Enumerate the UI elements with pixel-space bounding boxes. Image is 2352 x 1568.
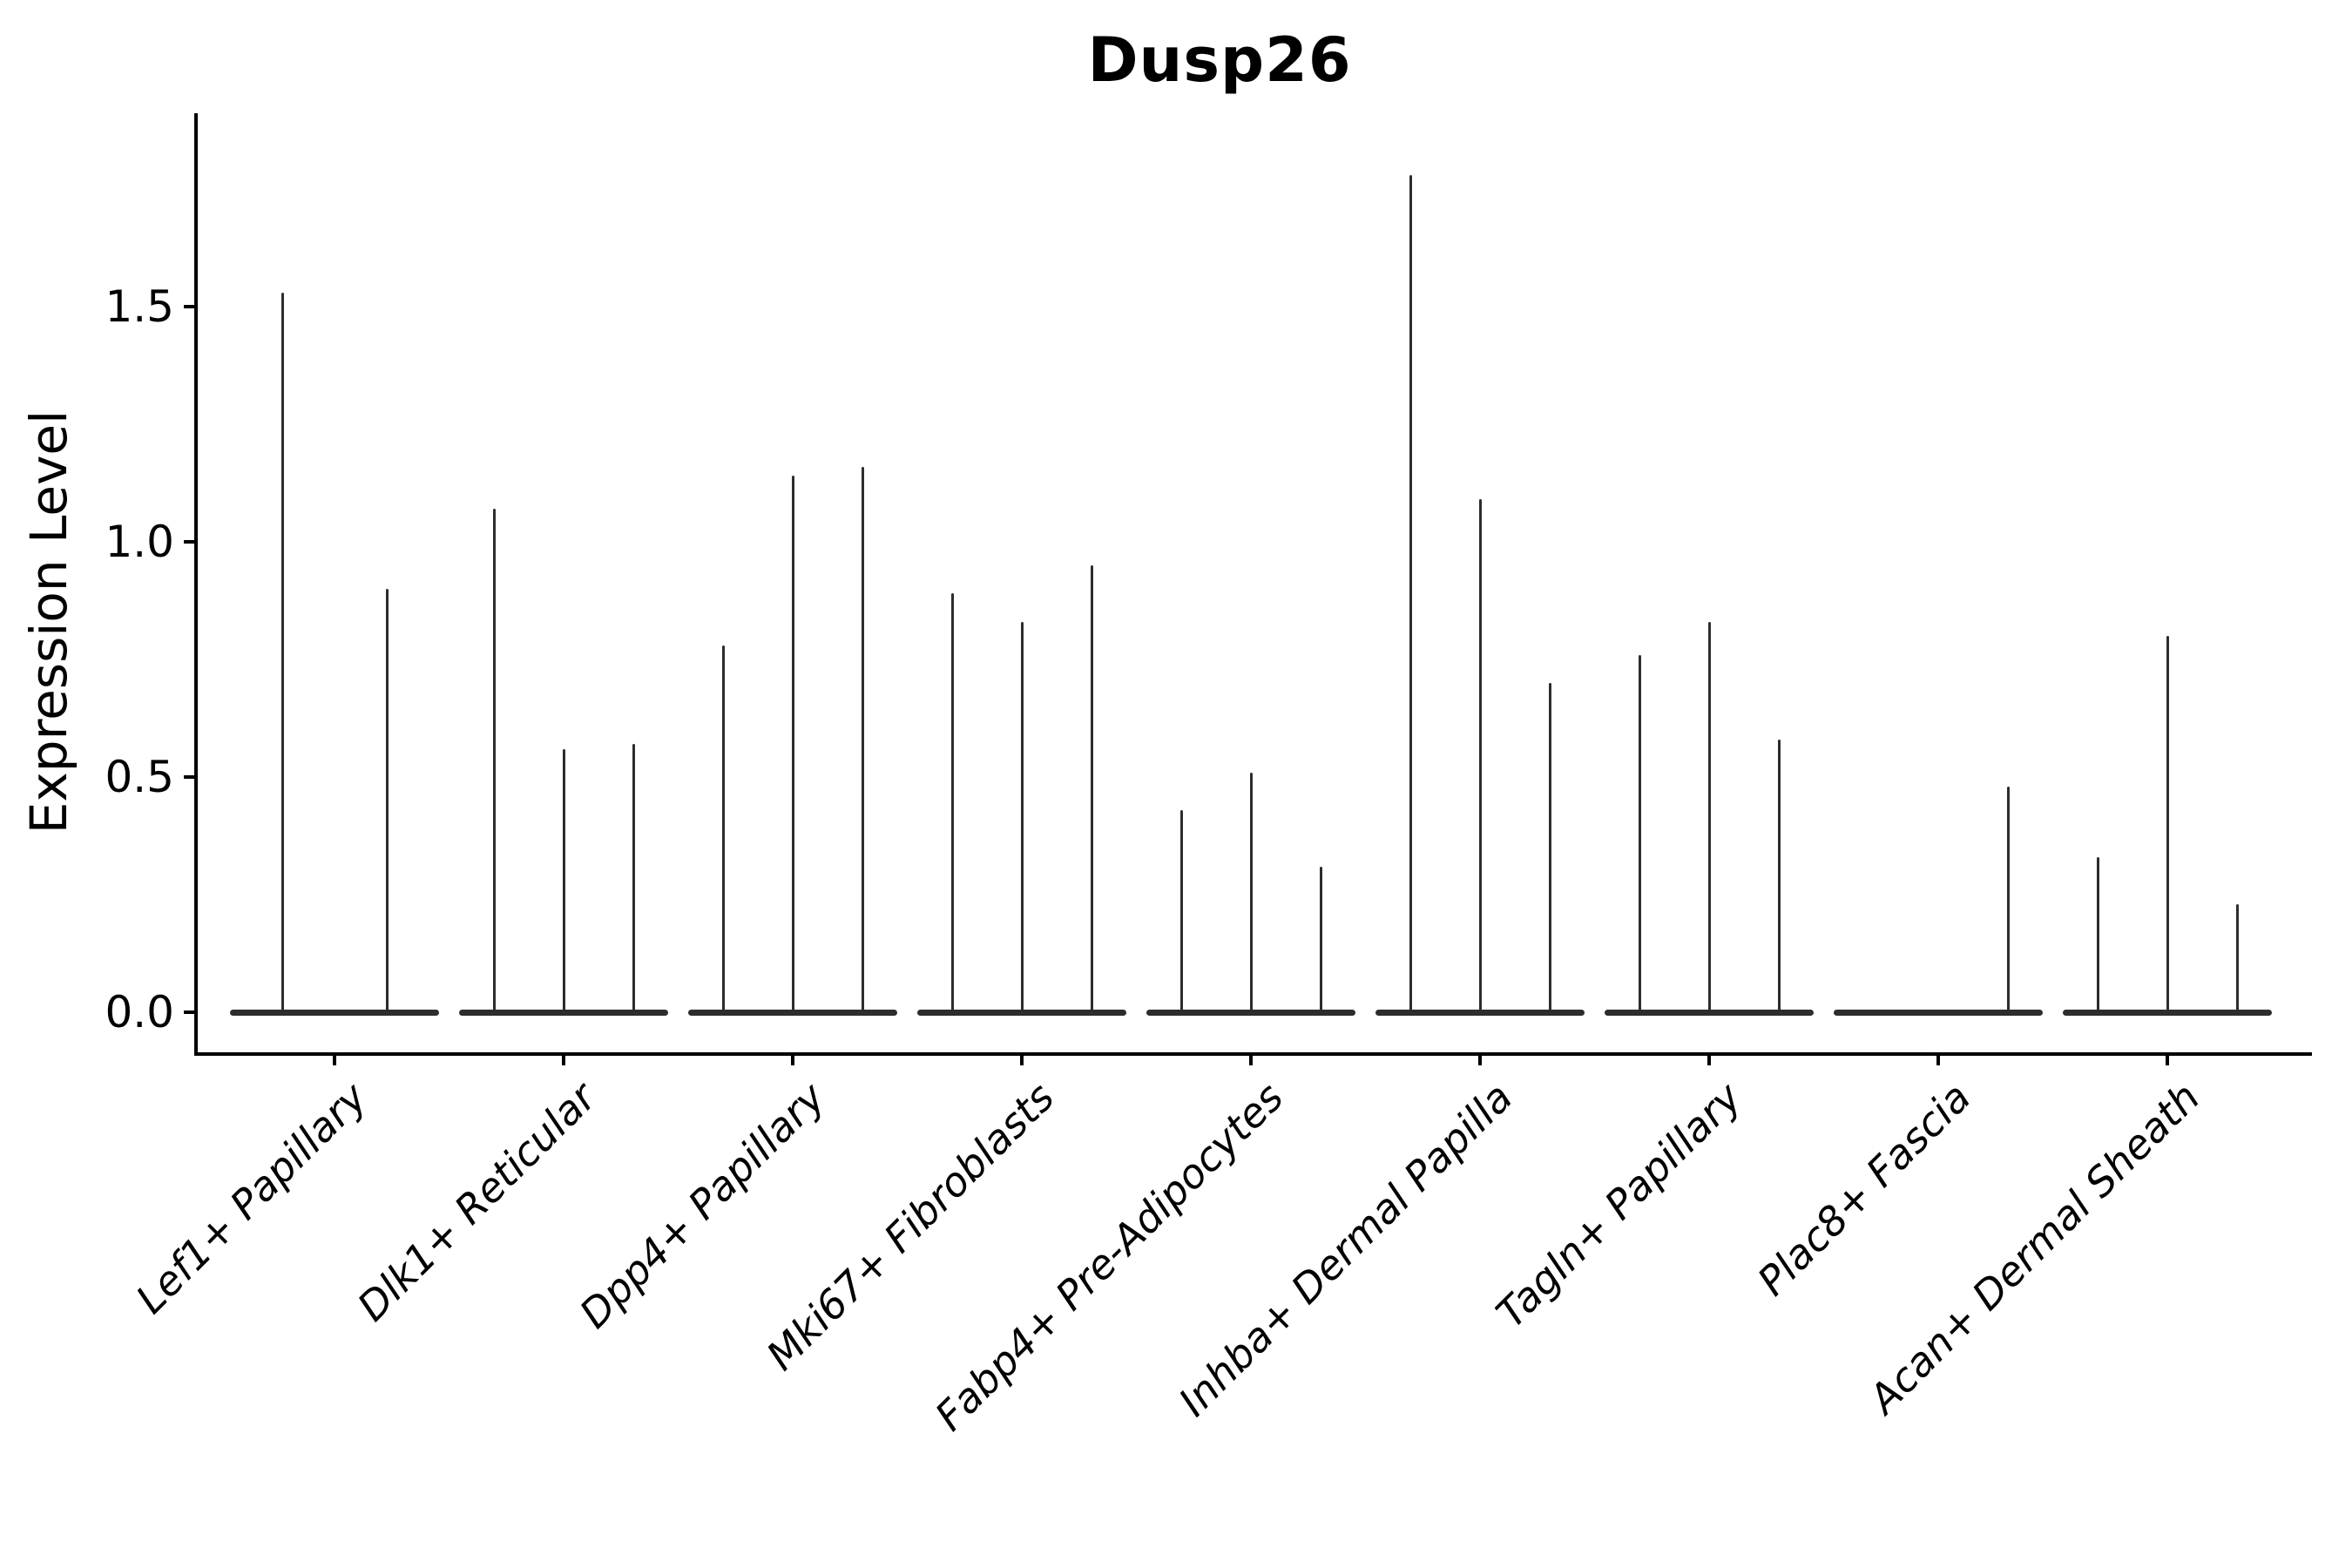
x-tick bbox=[562, 1052, 565, 1065]
y-tick-label: 1.5 bbox=[105, 281, 174, 332]
x-tick bbox=[791, 1052, 794, 1065]
violin-spike bbox=[1319, 866, 1322, 1015]
y-tick bbox=[184, 775, 196, 779]
violin-baseline bbox=[1834, 1009, 2043, 1016]
violin-spike bbox=[1548, 683, 1551, 1015]
y-tick bbox=[184, 540, 196, 544]
violin-spike bbox=[1409, 174, 1412, 1015]
y-tick bbox=[184, 1010, 196, 1014]
x-tick bbox=[333, 1052, 336, 1065]
violin-spike bbox=[1777, 739, 1781, 1015]
violin-spike bbox=[2096, 856, 2099, 1015]
y-tick bbox=[184, 305, 196, 308]
chart-title: Dusp26 bbox=[1087, 24, 1352, 96]
y-axis-label: Expression Level bbox=[19, 409, 78, 835]
violin-spike bbox=[1638, 654, 1641, 1015]
y-tick-label: 0.0 bbox=[105, 987, 174, 1037]
x-tick-label: Inhba+ Dermal Papilla bbox=[1169, 1073, 1522, 1426]
violin-spike bbox=[1249, 772, 1253, 1015]
violin-spike bbox=[791, 476, 794, 1015]
violin-spike bbox=[280, 292, 284, 1015]
x-tick bbox=[1478, 1052, 1482, 1065]
violin-spike bbox=[632, 744, 635, 1015]
x-tick bbox=[2166, 1052, 2169, 1065]
x-tick bbox=[1020, 1052, 1024, 1065]
violin-spike bbox=[1179, 809, 1183, 1015]
violin-spike bbox=[1020, 621, 1024, 1015]
y-tick-label: 1.0 bbox=[105, 517, 174, 567]
violin-spike bbox=[2006, 786, 2010, 1015]
y-tick-label: 0.5 bbox=[105, 752, 174, 802]
violin-spike bbox=[861, 466, 864, 1015]
x-tick bbox=[1936, 1052, 1940, 1065]
violin-spike bbox=[385, 589, 389, 1015]
x-tick-label: Dpp4+ Papillary bbox=[570, 1073, 835, 1337]
violin-spike bbox=[950, 593, 954, 1015]
x-tick-label: Mki67+ Fibroblasts bbox=[757, 1073, 1064, 1380]
x-tick bbox=[1249, 1052, 1253, 1065]
violin-spike bbox=[721, 645, 725, 1015]
violin-spike bbox=[1478, 499, 1482, 1015]
x-tick-label: Dlk1+ Reticular bbox=[348, 1073, 605, 1330]
violin-spike bbox=[1707, 621, 1711, 1015]
x-tick bbox=[1707, 1052, 1711, 1065]
x-axis-spine bbox=[194, 1052, 2312, 1056]
violin-spike bbox=[562, 748, 565, 1015]
violin-spike bbox=[492, 509, 496, 1015]
x-tick-label: Plac8+ Fascia bbox=[1748, 1073, 1980, 1305]
violin-spike bbox=[2166, 636, 2169, 1015]
violin-spike bbox=[1090, 565, 1093, 1015]
x-tick-label: Fabp4+ Pre-Adipocytes bbox=[926, 1073, 1293, 1440]
x-tick-label: Tagln+ Papillary bbox=[1487, 1073, 1751, 1337]
x-tick-label: Acan+ Dermal Sheath bbox=[1860, 1073, 2209, 1423]
y-axis-spine bbox=[194, 113, 198, 1056]
violin-baseline bbox=[230, 1009, 439, 1016]
violin-spike bbox=[2235, 903, 2239, 1015]
